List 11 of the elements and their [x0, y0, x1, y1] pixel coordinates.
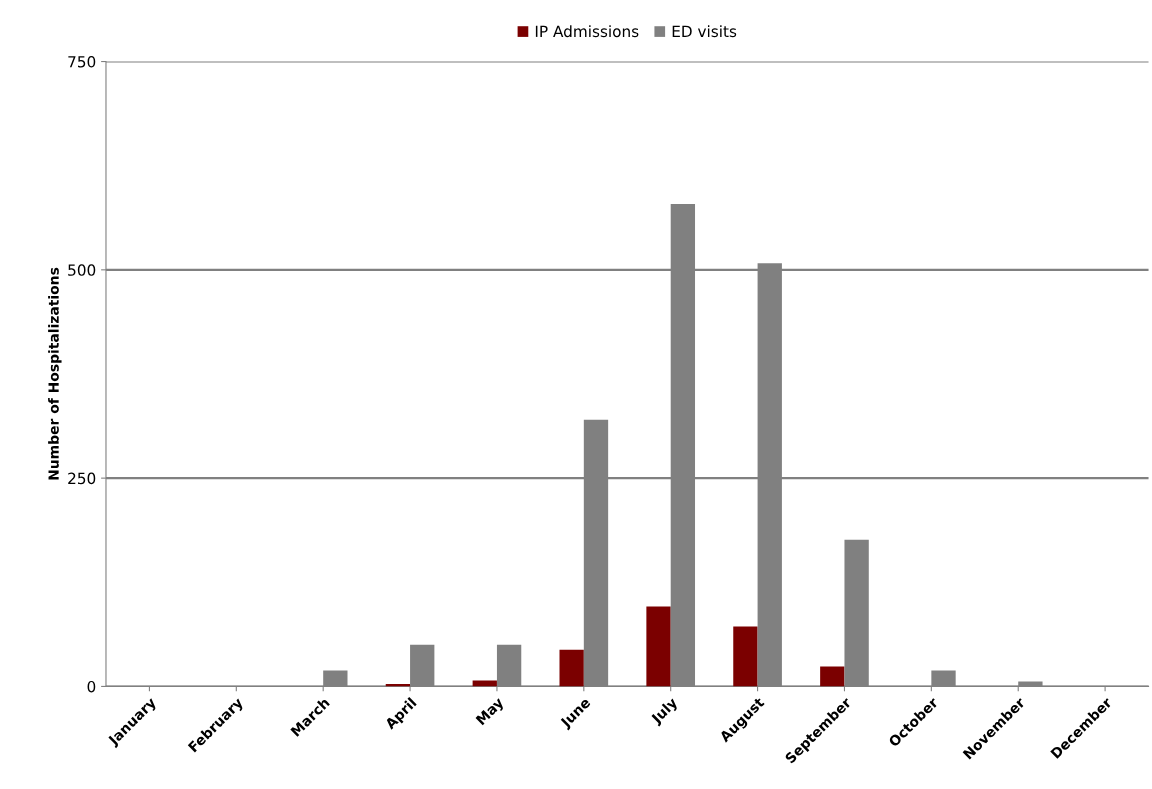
- y-tick-label: 500: [68, 264, 96, 276]
- y-axis-title: Number of Hospitalizations: [48, 267, 62, 480]
- bar: [646, 606, 671, 687]
- y-tick-label: 750: [68, 56, 96, 68]
- legend-label: ED visits: [672, 25, 737, 38]
- bar: [733, 626, 758, 687]
- bar: [820, 666, 845, 687]
- y-tick-label: 250: [68, 472, 96, 485]
- legend-label: IP Admissions: [535, 25, 639, 38]
- bar: [559, 649, 584, 687]
- y-tick-label: 0: [87, 680, 96, 693]
